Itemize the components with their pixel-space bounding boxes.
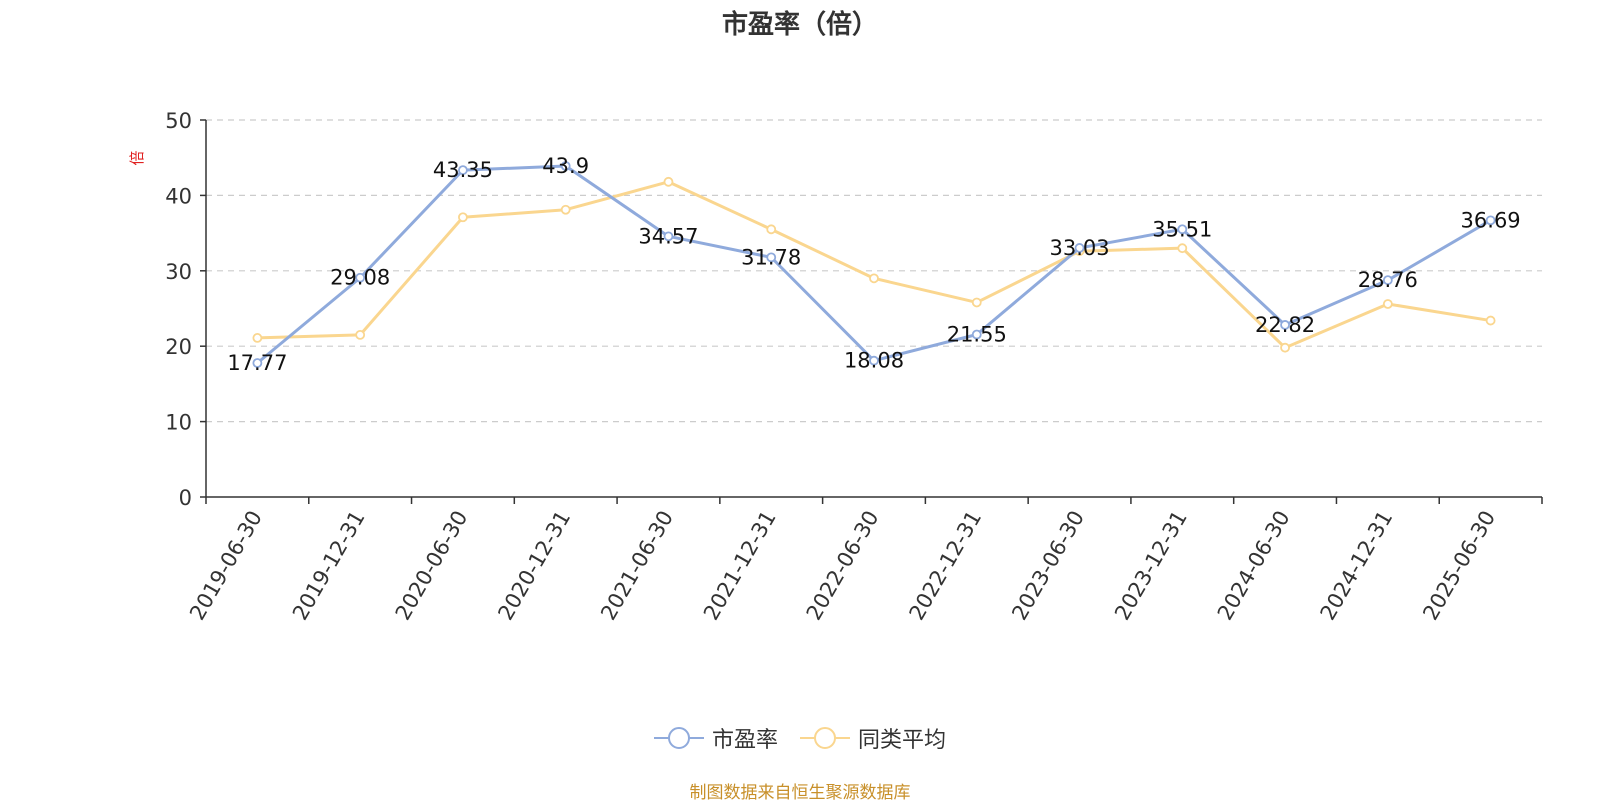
data-point-0[interactable] [766, 252, 777, 263]
data-label: 33.03 [1049, 236, 1109, 260]
x-tick-label: 2019-06-30 [185, 507, 267, 625]
x-tick-label: 2021-12-31 [699, 507, 781, 625]
x-tick-label: 2022-12-31 [904, 507, 986, 625]
data-point-0[interactable] [971, 329, 982, 340]
data-label: 21.55 [947, 323, 1007, 347]
x-tick-label: 2023-12-31 [1110, 507, 1192, 625]
y-tick-label: 50 [165, 109, 192, 133]
x-tick-label: 2020-12-31 [493, 507, 575, 625]
y-tick-label: 30 [165, 260, 192, 284]
data-point-0[interactable] [663, 231, 674, 242]
data-label: 17.77 [227, 351, 287, 375]
data-point-1[interactable] [971, 297, 982, 308]
data-point-1[interactable] [1280, 342, 1290, 353]
data-point-1[interactable] [560, 204, 571, 215]
x-tick-label: 2019-12-31 [288, 507, 370, 625]
data-label: 31.78 [741, 245, 801, 269]
data-point-0[interactable] [355, 272, 366, 283]
y-tick-label: 0 [179, 486, 192, 510]
data-point-0[interactable] [1177, 224, 1188, 235]
data-point-1[interactable] [869, 273, 879, 284]
source-note: 制图数据来自恒生聚源数据库 [689, 783, 911, 803]
y-tick-label: 10 [165, 411, 192, 435]
y-axis-unit-label: 倍 [128, 150, 146, 165]
data-point-0[interactable] [458, 165, 468, 176]
y-tick-label: 40 [165, 184, 192, 208]
data-point-1[interactable] [458, 212, 468, 223]
data-point-0[interactable] [1382, 275, 1393, 286]
data-point-0[interactable] [869, 355, 879, 366]
data-point-1[interactable] [766, 224, 777, 235]
legend-item-pe[interactable]: 市盈率 [653, 722, 778, 754]
data-point-0[interactable] [560, 161, 571, 171]
x-tick-label: 2025-06-30 [1418, 507, 1500, 625]
data-label: 35.51 [1152, 217, 1212, 241]
x-tick-label: 2020-06-30 [391, 507, 473, 625]
legend-swatch-pe-icon [653, 727, 704, 749]
data-point-1[interactable] [1382, 299, 1393, 309]
data-label: 28.76 [1358, 268, 1418, 292]
grid-lines [206, 119, 1542, 423]
data-point-0[interactable] [1280, 320, 1290, 330]
data-label: 18.08 [844, 349, 904, 373]
legend-label-peer-average: 同类平均 [858, 728, 947, 753]
chart-title: 市盈率（倍） [721, 10, 878, 40]
data-point-1[interactable] [1485, 315, 1496, 326]
data-label: 34.57 [638, 224, 698, 248]
data-label: 22.82 [1255, 313, 1315, 337]
x-tick-label: 2024-12-31 [1316, 507, 1398, 625]
data-point-0[interactable] [252, 358, 263, 368]
data-label: 36.69 [1461, 208, 1521, 232]
legend-label-pe: 市盈率 [711, 728, 778, 753]
y-tick-label: 20 [165, 335, 192, 359]
x-tick-label: 2023-06-30 [1007, 507, 1089, 625]
data-label: 29.08 [330, 266, 390, 290]
data-point-1[interactable] [663, 176, 674, 187]
data-label: 43.9 [542, 154, 589, 178]
data-point-0[interactable] [1485, 215, 1496, 226]
x-tick-label: 2021-06-30 [596, 507, 678, 625]
data-point-1[interactable] [252, 333, 263, 343]
series-lines [252, 161, 1496, 368]
data-point-0[interactable] [1074, 243, 1085, 253]
data-labels: 17.77 29.08 43.35 43.9 34.57 31.78 18.08 21.55 3… [227, 154, 1520, 375]
data-point-1[interactable] [355, 329, 366, 340]
data-label: 43.35 [433, 158, 493, 182]
x-tick-label: 2024-06-30 [1213, 507, 1295, 625]
legend: 市盈率 同类平均 [0, 722, 1600, 754]
legend-item-peer-average[interactable]: 同类平均 [800, 722, 946, 754]
data-point-1[interactable] [1177, 243, 1188, 254]
legend-swatch-peer-average-icon [800, 727, 850, 749]
x-tick-label: 2022-06-30 [802, 507, 884, 625]
